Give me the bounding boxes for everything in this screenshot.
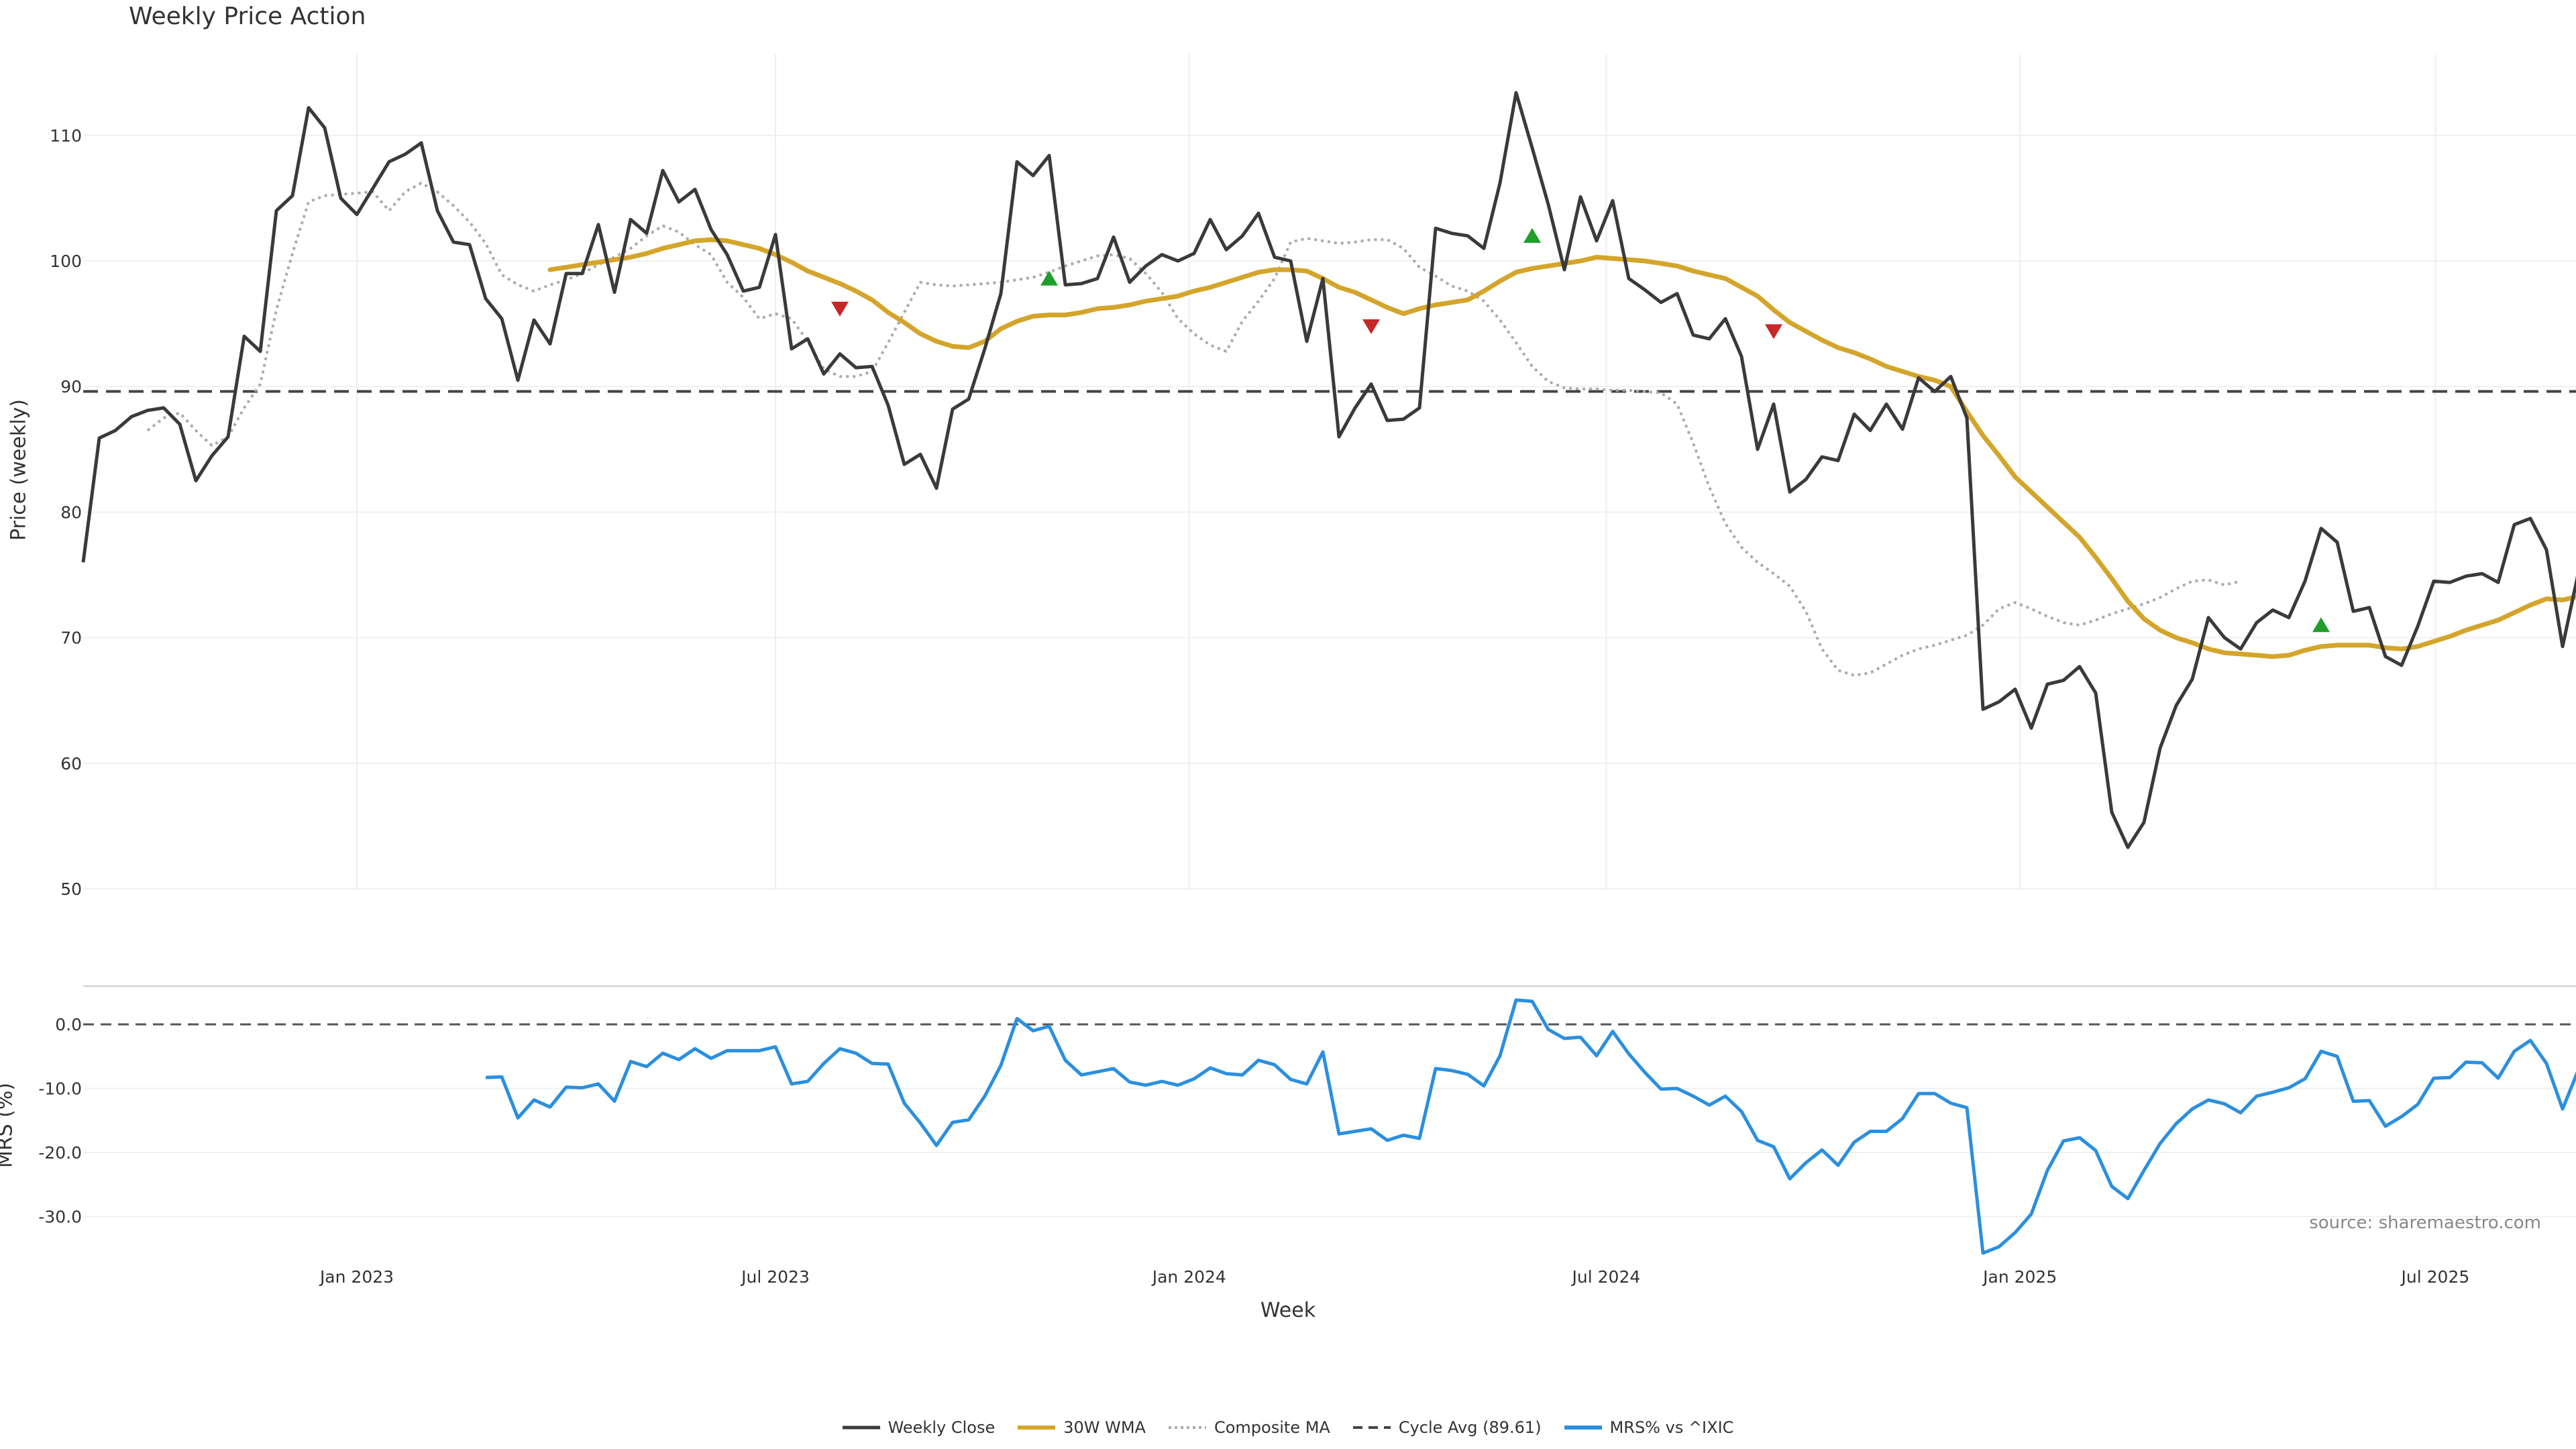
buy-signal-marker xyxy=(2312,617,2330,633)
source-attribution: source: sharemaestro.com xyxy=(2309,1213,2541,1233)
sell-signal-marker xyxy=(831,301,849,317)
weekly-close-line xyxy=(81,91,2576,849)
buy-signal-marker xyxy=(1040,270,1058,286)
x-tick-label: Jul 2023 xyxy=(740,1267,810,1287)
legend-swatch-weekly-close xyxy=(842,1426,880,1430)
legend-label-composite-ma: Composite MA xyxy=(1214,1418,1330,1437)
mrs-y-tick-label: -30.0 xyxy=(38,1208,82,1227)
chart-legend: Weekly Close 30W WMA Composite MA Cycle … xyxy=(0,1418,2576,1437)
sell-signal-marker xyxy=(1765,324,1782,339)
buy-signal-marker xyxy=(1523,227,1541,243)
sell-signal-marker xyxy=(1362,319,1380,335)
mrs-line xyxy=(485,998,2576,1255)
price-y-tick-label: 70 xyxy=(60,629,82,648)
x-axis-label: Week xyxy=(1260,1299,1316,1322)
x-tick-label: Jan 2025 xyxy=(1982,1267,2057,1287)
price-panel xyxy=(81,91,2576,849)
legend-label-mrs: MRS% vs ^IXIC xyxy=(1609,1418,1734,1437)
x-tick-label: Jul 2025 xyxy=(2400,1267,2470,1287)
price-y-tick-label: 80 xyxy=(60,502,82,522)
mrs-y-tick-label: -10.0 xyxy=(38,1079,82,1099)
legend-swatch-cycle-avg xyxy=(1352,1426,1391,1429)
mrs-y-tick-label: -20.0 xyxy=(38,1143,82,1163)
legend-item-30w-wma: 30W WMA xyxy=(1018,1418,1146,1437)
price-y-tick-label: 60 xyxy=(60,754,82,773)
legend-swatch-30w-wma xyxy=(1018,1426,1056,1430)
legend-item-weekly-close: Weekly Close xyxy=(842,1418,996,1437)
legend-swatch-composite-ma xyxy=(1168,1426,1206,1429)
chart-title: Weekly Price Action xyxy=(129,3,366,30)
price-y-tick-label: 90 xyxy=(60,377,82,396)
x-tick-label: Jan 2023 xyxy=(319,1267,394,1287)
wma-30w-line xyxy=(547,237,2576,659)
legend-item-mrs: MRS% vs ^IXIC xyxy=(1564,1418,1734,1437)
price-y-tick-label: 50 xyxy=(60,879,82,899)
price-y-tick-label: 100 xyxy=(50,252,82,271)
x-tick-label: Jan 2024 xyxy=(1151,1267,1226,1287)
legend-label-weekly-close: Weekly Close xyxy=(888,1418,996,1437)
mrs-panel xyxy=(83,998,2576,1255)
legend-label-cycle-avg: Cycle Avg (89.61) xyxy=(1398,1418,1542,1437)
composite-ma-line xyxy=(146,181,2241,677)
price-y-tick-label: 110 xyxy=(50,126,82,146)
x-tick-label: Jul 2024 xyxy=(1571,1267,1641,1287)
legend-item-cycle-avg: Cycle Avg (89.61) xyxy=(1352,1418,1542,1437)
legend-item-composite-ma: Composite MA xyxy=(1168,1418,1330,1437)
mrs-y-tick-label: 0.0 xyxy=(55,1015,82,1034)
axis-ticks: Jan 2023 Jul 2023 Jan 2024 Jul 2024 Jan 2025… xyxy=(38,126,2469,1287)
legend-swatch-mrs xyxy=(1564,1426,1602,1430)
legend-label-30w-wma: 30W WMA xyxy=(1063,1418,1146,1437)
